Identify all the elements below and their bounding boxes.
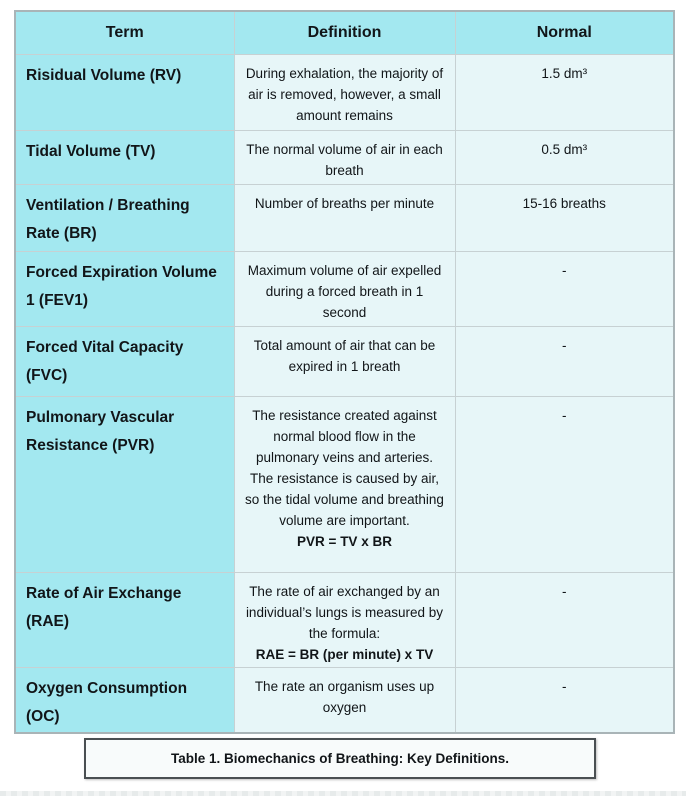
definition-cell: Number of breaths per minute [233, 184, 456, 252]
definition-text: The resistance created against normal bl… [245, 408, 444, 528]
definition-text: Number of breaths per minute [254, 196, 435, 211]
normal-cell: - [454, 251, 675, 327]
table-row-oc: Oxygen Consumption (OC) The rate an orga… [14, 667, 675, 733]
normal-cell: 0.5 dm³ [454, 130, 675, 185]
normal-cell: - [454, 396, 675, 573]
table-row-rae: Rate of Air Exchange (RAE) The rate of a… [14, 572, 675, 668]
definition-text: During exhalation, the majority of air i… [245, 66, 444, 123]
normal-cell: - [454, 667, 675, 733]
definition-cell: The resistance created against normal bl… [233, 396, 456, 573]
term-cell: Forced Expiration Volume 1 (FEV1) [14, 251, 235, 327]
definition-text: The rate of air exchanged by an individu… [245, 584, 444, 641]
definition-text: Total amount of air that can be expired … [253, 338, 436, 374]
normal-cell: 1.5 dm³ [454, 54, 675, 131]
column-header-definition: Definition [233, 10, 456, 55]
definition-cell: The rate of air exchanged by an individu… [233, 572, 456, 668]
term-cell: Forced Vital Capacity (FVC) [14, 326, 235, 397]
term-cell: Oxygen Consumption (OC) [14, 667, 235, 733]
column-header-term: Term [14, 10, 235, 55]
normal-cell: - [454, 572, 675, 668]
definition-text: The normal volume of air in each breath [246, 142, 443, 178]
definition-cell: Maximum volume of air expelled during a … [233, 251, 456, 327]
table-caption-box: Table 1. Biomechanics of Breathing: Key … [84, 738, 596, 779]
table-row-br: Ventilation / Breathing Rate (BR) Number… [14, 184, 675, 252]
term-cell: Risidual Volume (RV) [14, 54, 235, 131]
table-row-fvc: Forced Vital Capacity (FVC) Total amount… [14, 326, 675, 397]
normal-cell: - [454, 326, 675, 397]
term-cell: Rate of Air Exchange (RAE) [14, 572, 235, 668]
term-cell: Ventilation / Breathing Rate (BR) [14, 184, 235, 252]
table-row-rv: Risidual Volume (RV) During exhalation, … [14, 54, 675, 131]
term-cell: Tidal Volume (TV) [14, 130, 235, 185]
definition-cell: During exhalation, the majority of air i… [233, 54, 456, 131]
normal-cell: 15-16 breaths [454, 184, 675, 252]
definition-text: Maximum volume of air expelled during a … [247, 263, 442, 320]
definition-cell: Total amount of air that can be expired … [233, 326, 456, 397]
column-header-normal: Normal [454, 10, 675, 55]
term-cell: Pulmonary Vascular Resistance (PVR) [14, 396, 235, 573]
formula-text: RAE = BR (per minute) x TV [255, 647, 434, 662]
definition-text: The rate an organism uses up oxygen [254, 679, 435, 715]
table-caption: Table 1. Biomechanics of Breathing: Key … [170, 751, 510, 766]
formula-text: PVR = TV x BR [297, 534, 392, 549]
table-row-fev1: Forced Expiration Volume 1 (FEV1) Maximu… [14, 251, 675, 327]
table-row-tv: Tidal Volume (TV) The normal volume of a… [14, 130, 675, 185]
table-row-pvr: Pulmonary Vascular Resistance (PVR) The … [14, 396, 675, 573]
definitions-table: Term Definition Normal Risidual Volume (… [14, 10, 675, 734]
definition-cell: The normal volume of air in each breath [233, 130, 456, 185]
definition-cell: The rate an organism uses up oxygen [233, 667, 456, 733]
header-row: Term Definition Normal [14, 10, 675, 55]
bottom-cutoff-strip [0, 791, 686, 796]
